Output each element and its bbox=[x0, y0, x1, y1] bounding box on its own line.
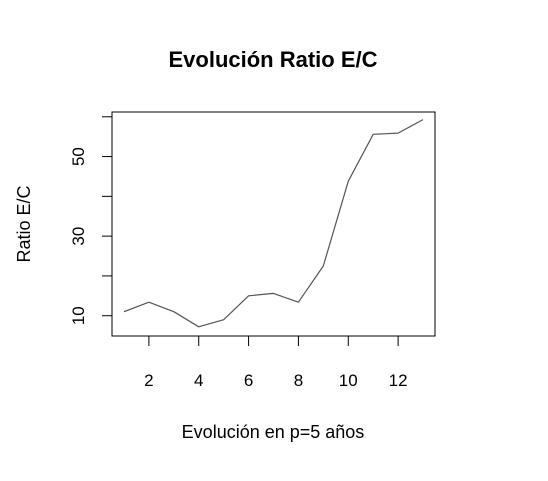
x-axis: 2 4 6 8 10 12 bbox=[144, 336, 408, 390]
x-tick-label: 4 bbox=[194, 371, 203, 390]
x-tick-label: 12 bbox=[389, 371, 408, 390]
y-tick-label: 10 bbox=[69, 306, 88, 325]
plot-frame bbox=[111, 111, 436, 337]
y-axis: 10 30 50 bbox=[69, 116, 112, 325]
y-axis-label: Ratio E/C bbox=[14, 185, 34, 262]
series-line bbox=[123, 119, 424, 328]
x-tick-label: 8 bbox=[294, 371, 303, 390]
x-tick-label: 2 bbox=[144, 371, 153, 390]
series-layer bbox=[123, 119, 424, 328]
x-tick-label: 6 bbox=[244, 371, 253, 390]
chart-title: Evolución Ratio E/C bbox=[168, 47, 377, 72]
y-tick-label: 50 bbox=[69, 147, 88, 166]
x-tick-label: 10 bbox=[339, 371, 358, 390]
y-tick-label: 30 bbox=[69, 227, 88, 246]
x-axis-label: Evolución en p=5 años bbox=[182, 422, 365, 442]
